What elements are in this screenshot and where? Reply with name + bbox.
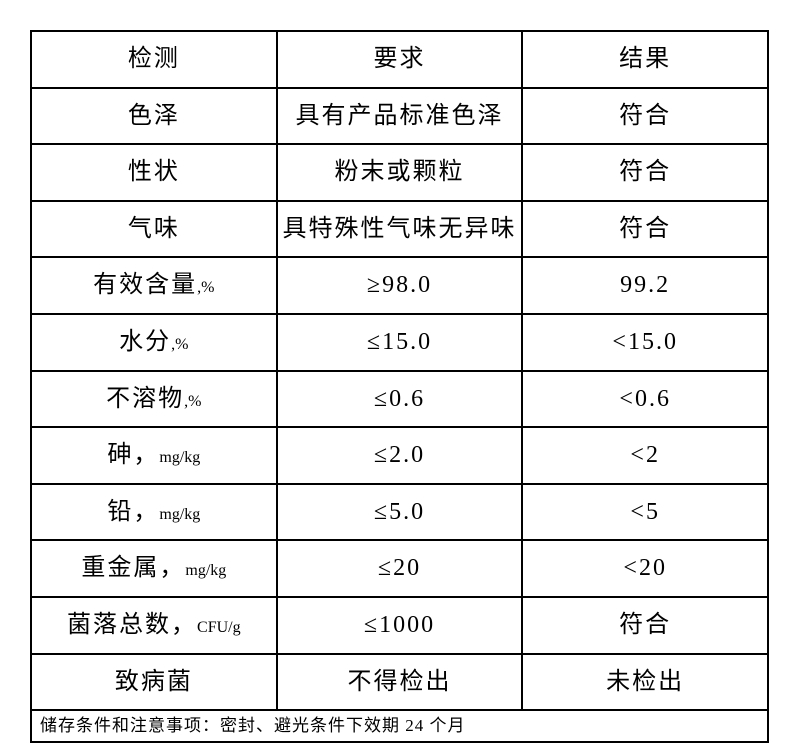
test-label: 水分 xyxy=(119,328,172,355)
test-label: 不溶物 xyxy=(106,385,185,412)
test-name-cell: 砷，mg/kg xyxy=(32,428,276,483)
table-row: 色泽 具有产品标准色泽 符合 xyxy=(32,86,767,144)
requirement-cell: 具有产品标准色泽 xyxy=(275,88,522,144)
test-label: 砷， xyxy=(107,442,160,469)
table-row: 菌落总数，CFU/g ≤1000 符合 xyxy=(32,595,767,653)
test-label: 色泽 xyxy=(127,102,180,129)
test-name-cell: 性状 xyxy=(32,145,276,200)
table-row: 性状 粉末或颗粒 符合 xyxy=(32,143,767,200)
requirement-cell: ≤20 xyxy=(275,541,522,596)
test-unit: ,% xyxy=(197,279,215,297)
table-footer-row: 储存条件和注意事项：密封、避光条件下效期 24 个月 xyxy=(32,709,767,741)
test-name-cell: 铅，mg/kg xyxy=(32,485,276,540)
table-row: 致病菌 不得检出 未检出 xyxy=(32,652,767,710)
test-name-cell: 有效含量,% xyxy=(32,258,276,313)
test-label: 重金属， xyxy=(81,555,186,582)
test-unit: mg/kg xyxy=(185,562,227,580)
requirement-cell: ≤15.0 xyxy=(275,314,522,370)
requirement-cell: 具特殊性气味无异味 xyxy=(275,201,522,257)
test-name-cell: 重金属，mg/kg xyxy=(32,541,276,596)
table-header-row: 检测 要求 结果 xyxy=(32,32,767,87)
requirement-cell: 不得检出 xyxy=(275,654,522,710)
column-header-test: 检测 xyxy=(127,46,180,72)
column-header-result: 结果 xyxy=(521,32,767,87)
result-cell: 符合 xyxy=(521,201,767,257)
result-cell: 符合 xyxy=(521,597,767,653)
test-name-cell: 气味 xyxy=(32,202,276,257)
result-cell: <5 xyxy=(521,484,767,540)
table-row: 水分,% ≤15.0 <15.0 xyxy=(32,312,767,370)
requirement-cell: ≥98.0 xyxy=(275,258,522,313)
quality-inspection-table: 检测 要求 结果 色泽 具有产品标准色泽 符合 性状 粉末或颗粒 符合 气味 具… xyxy=(30,30,769,744)
test-unit: ,% xyxy=(171,335,189,353)
storage-conditions-note: 储存条件和注意事项：密封、避光条件下效期 24 个月 xyxy=(40,716,466,736)
requirement-cell: ≤0.6 xyxy=(275,371,522,427)
result-cell: <20 xyxy=(521,541,767,596)
test-label: 铅， xyxy=(107,498,160,525)
result-cell: 符合 xyxy=(521,145,767,200)
result-cell: 未检出 xyxy=(521,654,767,710)
result-cell: 99.2 xyxy=(521,258,767,313)
test-label: 菌落总数， xyxy=(67,611,198,638)
requirement-cell: ≤1000 xyxy=(275,597,522,653)
result-cell: <15.0 xyxy=(521,314,767,370)
test-name-cell: 菌落总数，CFU/g xyxy=(32,598,276,653)
test-unit: CFU/g xyxy=(197,618,241,636)
table-row: 重金属，mg/kg ≤20 <20 xyxy=(32,539,767,596)
test-name-cell: 色泽 xyxy=(32,89,276,144)
table-row: 砷，mg/kg ≤2.0 <2 xyxy=(32,426,767,483)
table-row: 铅，mg/kg ≤5.0 <5 xyxy=(32,482,767,540)
test-label: 性状 xyxy=(127,159,180,186)
test-unit: mg/kg xyxy=(159,449,201,467)
table-row: 有效含量,% ≥98.0 99.2 xyxy=(32,256,767,313)
result-cell: <2 xyxy=(521,428,767,483)
requirement-cell: 粉末或颗粒 xyxy=(275,145,522,200)
test-label: 有效含量 xyxy=(93,272,198,299)
requirement-cell: ≤2.0 xyxy=(275,428,522,483)
test-name-cell: 致病菌 xyxy=(32,655,276,710)
test-label: 气味 xyxy=(127,215,180,242)
test-name-cell: 水分,% xyxy=(32,315,276,370)
test-unit: ,% xyxy=(184,392,202,410)
result-cell: <0.6 xyxy=(521,371,767,427)
test-label: 致病菌 xyxy=(114,668,193,695)
result-cell: 符合 xyxy=(521,88,767,144)
test-name-cell: 不溶物,% xyxy=(32,372,276,427)
table-row: 不溶物,% ≤0.6 <0.6 xyxy=(32,369,767,427)
requirement-cell: ≤5.0 xyxy=(275,484,522,540)
test-unit: mg/kg xyxy=(159,505,201,523)
column-header-requirement: 要求 xyxy=(275,32,522,87)
table-row: 气味 具特殊性气味无异味 符合 xyxy=(32,199,767,257)
